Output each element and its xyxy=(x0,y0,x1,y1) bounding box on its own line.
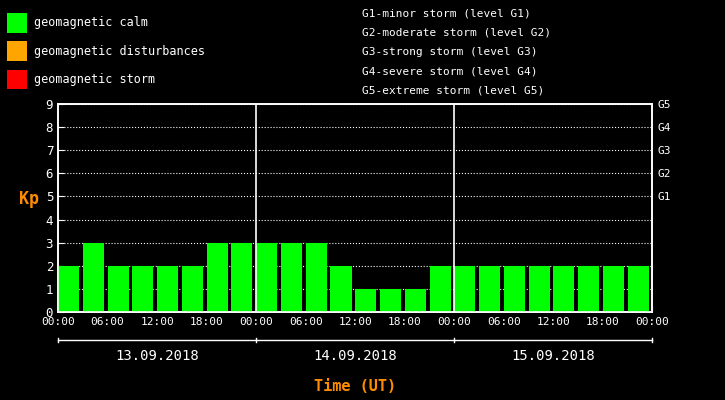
Bar xyxy=(553,266,574,312)
Text: Time (UT): Time (UT) xyxy=(314,379,397,394)
Bar xyxy=(628,266,649,312)
Bar xyxy=(405,289,426,312)
Text: 14.09.2018: 14.09.2018 xyxy=(313,349,397,363)
Bar xyxy=(132,266,154,312)
Y-axis label: Kp: Kp xyxy=(19,190,39,208)
Bar xyxy=(7,70,28,89)
Text: G1-minor storm (level G1): G1-minor storm (level G1) xyxy=(362,8,531,18)
Bar xyxy=(157,266,178,312)
Text: G3-strong storm (level G3): G3-strong storm (level G3) xyxy=(362,47,538,57)
Bar xyxy=(58,266,79,312)
Bar xyxy=(231,243,252,312)
Bar xyxy=(603,266,624,312)
Bar xyxy=(331,266,352,312)
Bar xyxy=(504,266,525,312)
Bar xyxy=(7,42,28,61)
Bar xyxy=(256,243,277,312)
Text: geomagnetic disturbances: geomagnetic disturbances xyxy=(34,45,205,58)
Bar xyxy=(306,243,327,312)
Bar xyxy=(83,243,104,312)
Bar xyxy=(182,266,203,312)
Bar xyxy=(429,266,451,312)
Bar xyxy=(355,289,376,312)
Bar xyxy=(479,266,500,312)
Bar xyxy=(207,243,228,312)
Text: geomagnetic storm: geomagnetic storm xyxy=(34,73,155,86)
Bar xyxy=(529,266,550,312)
Text: 15.09.2018: 15.09.2018 xyxy=(512,349,595,363)
Bar xyxy=(281,243,302,312)
Bar xyxy=(578,266,600,312)
Bar xyxy=(455,266,476,312)
Text: geomagnetic calm: geomagnetic calm xyxy=(34,16,148,30)
Bar xyxy=(380,289,401,312)
Text: G2-moderate storm (level G2): G2-moderate storm (level G2) xyxy=(362,27,552,37)
Bar xyxy=(7,13,28,33)
Text: G5-extreme storm (level G5): G5-extreme storm (level G5) xyxy=(362,86,544,96)
Text: 13.09.2018: 13.09.2018 xyxy=(115,349,199,363)
Text: G4-severe storm (level G4): G4-severe storm (level G4) xyxy=(362,66,538,76)
Bar xyxy=(107,266,128,312)
